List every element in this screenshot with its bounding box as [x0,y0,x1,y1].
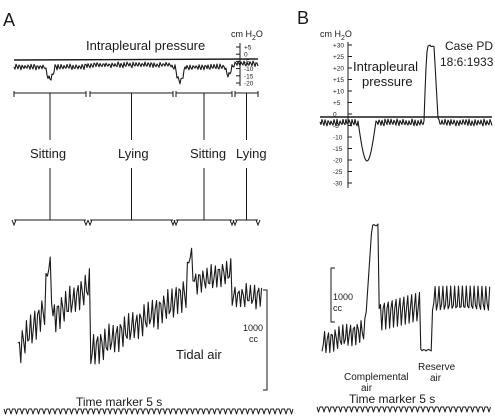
panel-b-case-line2: 18:6:1933 [440,55,494,69]
posture-label-lying-2: Lying [236,146,267,161]
panel-b-scale-tick-label: 0 [333,112,337,119]
panel-b-scale-tick-label: -30 [333,181,343,188]
panel-a-scale-unit-prefix: cm H [231,29,252,39]
panel-a-posture-brackets [11,91,261,227]
posture-label-lying-1: Lying [118,146,149,161]
panel-b-pressure-trace [319,44,493,162]
panel-a-zero-line [13,58,259,61]
panel-a-scale-tick-label: -20 [244,81,254,88]
panel-b-volume-scale: 1000 cc [330,267,353,323]
panel-a-scale-tick-label: -15 [244,73,254,80]
panel-a-pressure-trace [13,60,259,85]
panel-b-scale-unit-sub: 2 [341,35,345,42]
panel-b-letter: B [297,8,309,28]
panel-b-intrapleural-line2: pressure [362,74,413,89]
panel-a-volume-unit: cc [249,334,259,344]
panel-b-time-marker-trace [316,406,491,413]
panel-a-tidal-air-label: Tidal air [176,347,222,362]
panel-a-time-marker-label: Time marker 5 s [76,395,162,409]
panel-b-reserve-line2: air [430,373,442,384]
panel-a-scale-unit-suffix: O [256,29,263,39]
panel-b-scale-tick-label: -15 [333,146,343,153]
panel-a-pressure-scale: cm H2O +50-5-10-15-20 [231,29,263,88]
panel-b-scale-tick-label: -5 [333,123,339,130]
panel-b-scale-ticks: +30 +25 +20 +15 +10 +5 0 -5 -10 -15 -20 -25 -30 [333,43,352,188]
panel-b-complemental-line1: Complemental [344,372,408,383]
panel-b-scale-tick-label: -20 [333,158,343,165]
panel-b-scale-tick-label: -25 [333,169,343,176]
panel-a-volume-value: 1000 [243,323,263,333]
panel-b-scale-unit-prefix: cm H [320,29,341,39]
panel-b-scale-tick-label: +15 [333,77,344,84]
panel-b-volume-value: 1000 [333,292,353,302]
panel-a-intrapleural-title: Intrapleural pressure [86,38,205,53]
panel-b-scale-tick-label: -10 [333,135,343,142]
panel-b-scale-unit-suffix: O [345,29,352,39]
panel-a-time-marker-trace [3,408,294,415]
panel-a-letter: A [3,10,15,30]
panel-b-volume-trace [321,223,491,354]
panel-b-scale-tick-label: +30 [333,43,344,50]
panel-a-scale-tick-label: +5 [244,45,252,52]
svg-text:cm H2O: cm H2O [320,29,352,42]
panel-b-scale-tick-label: +5 [333,100,341,107]
posture-label-sitting-1: Sitting [30,146,66,161]
panel-b-time-marker-label: Time marker 5 s [349,392,435,406]
panel-b-scale-tick-label: +25 [333,54,344,61]
panel-a-scale-unit-sub: 2 [252,35,256,42]
panel-b-volume-unit: cc [333,303,343,313]
svg-text:cm H2O: cm H2O [231,29,263,42]
panel-b-scale-tick-label: +20 [333,66,344,73]
panel-b-case-line1: Case PD [445,39,493,53]
panel-a-tidal-air-trace [17,247,263,365]
panel-b-reserve-line1: Reserve [418,362,456,373]
panel-a-scale-tick-label: -10 [244,66,254,73]
posture-label-sitting-2: Sitting [190,146,226,161]
panel-b-intrapleural-line1: Intrapleural [353,59,418,74]
panel-b-complemental-line2: air [361,383,373,394]
panel-b-scale-tick-label: +10 [333,89,344,96]
panel-a-scale-tick-label: 0 [244,52,248,59]
panel-b-pressure-scale: cm H2O +30 +25 +20 +15 +10 +5 0 -5 -10 -15 -20 -25 -… [320,29,352,188]
panel-a-volume-scale: 1000 cc [243,289,268,391]
panel-a-scale-ticks: +50-5-10-15-20 [236,45,254,88]
